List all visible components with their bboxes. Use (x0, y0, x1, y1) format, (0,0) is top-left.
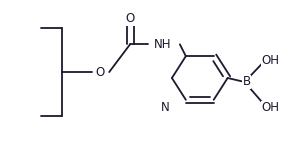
Text: O: O (96, 66, 105, 79)
Text: NH: NH (154, 38, 172, 51)
Text: OH: OH (261, 54, 279, 67)
Text: N: N (160, 101, 169, 114)
Text: OH: OH (261, 101, 279, 114)
Text: B: B (242, 75, 250, 89)
Text: O: O (125, 12, 135, 25)
